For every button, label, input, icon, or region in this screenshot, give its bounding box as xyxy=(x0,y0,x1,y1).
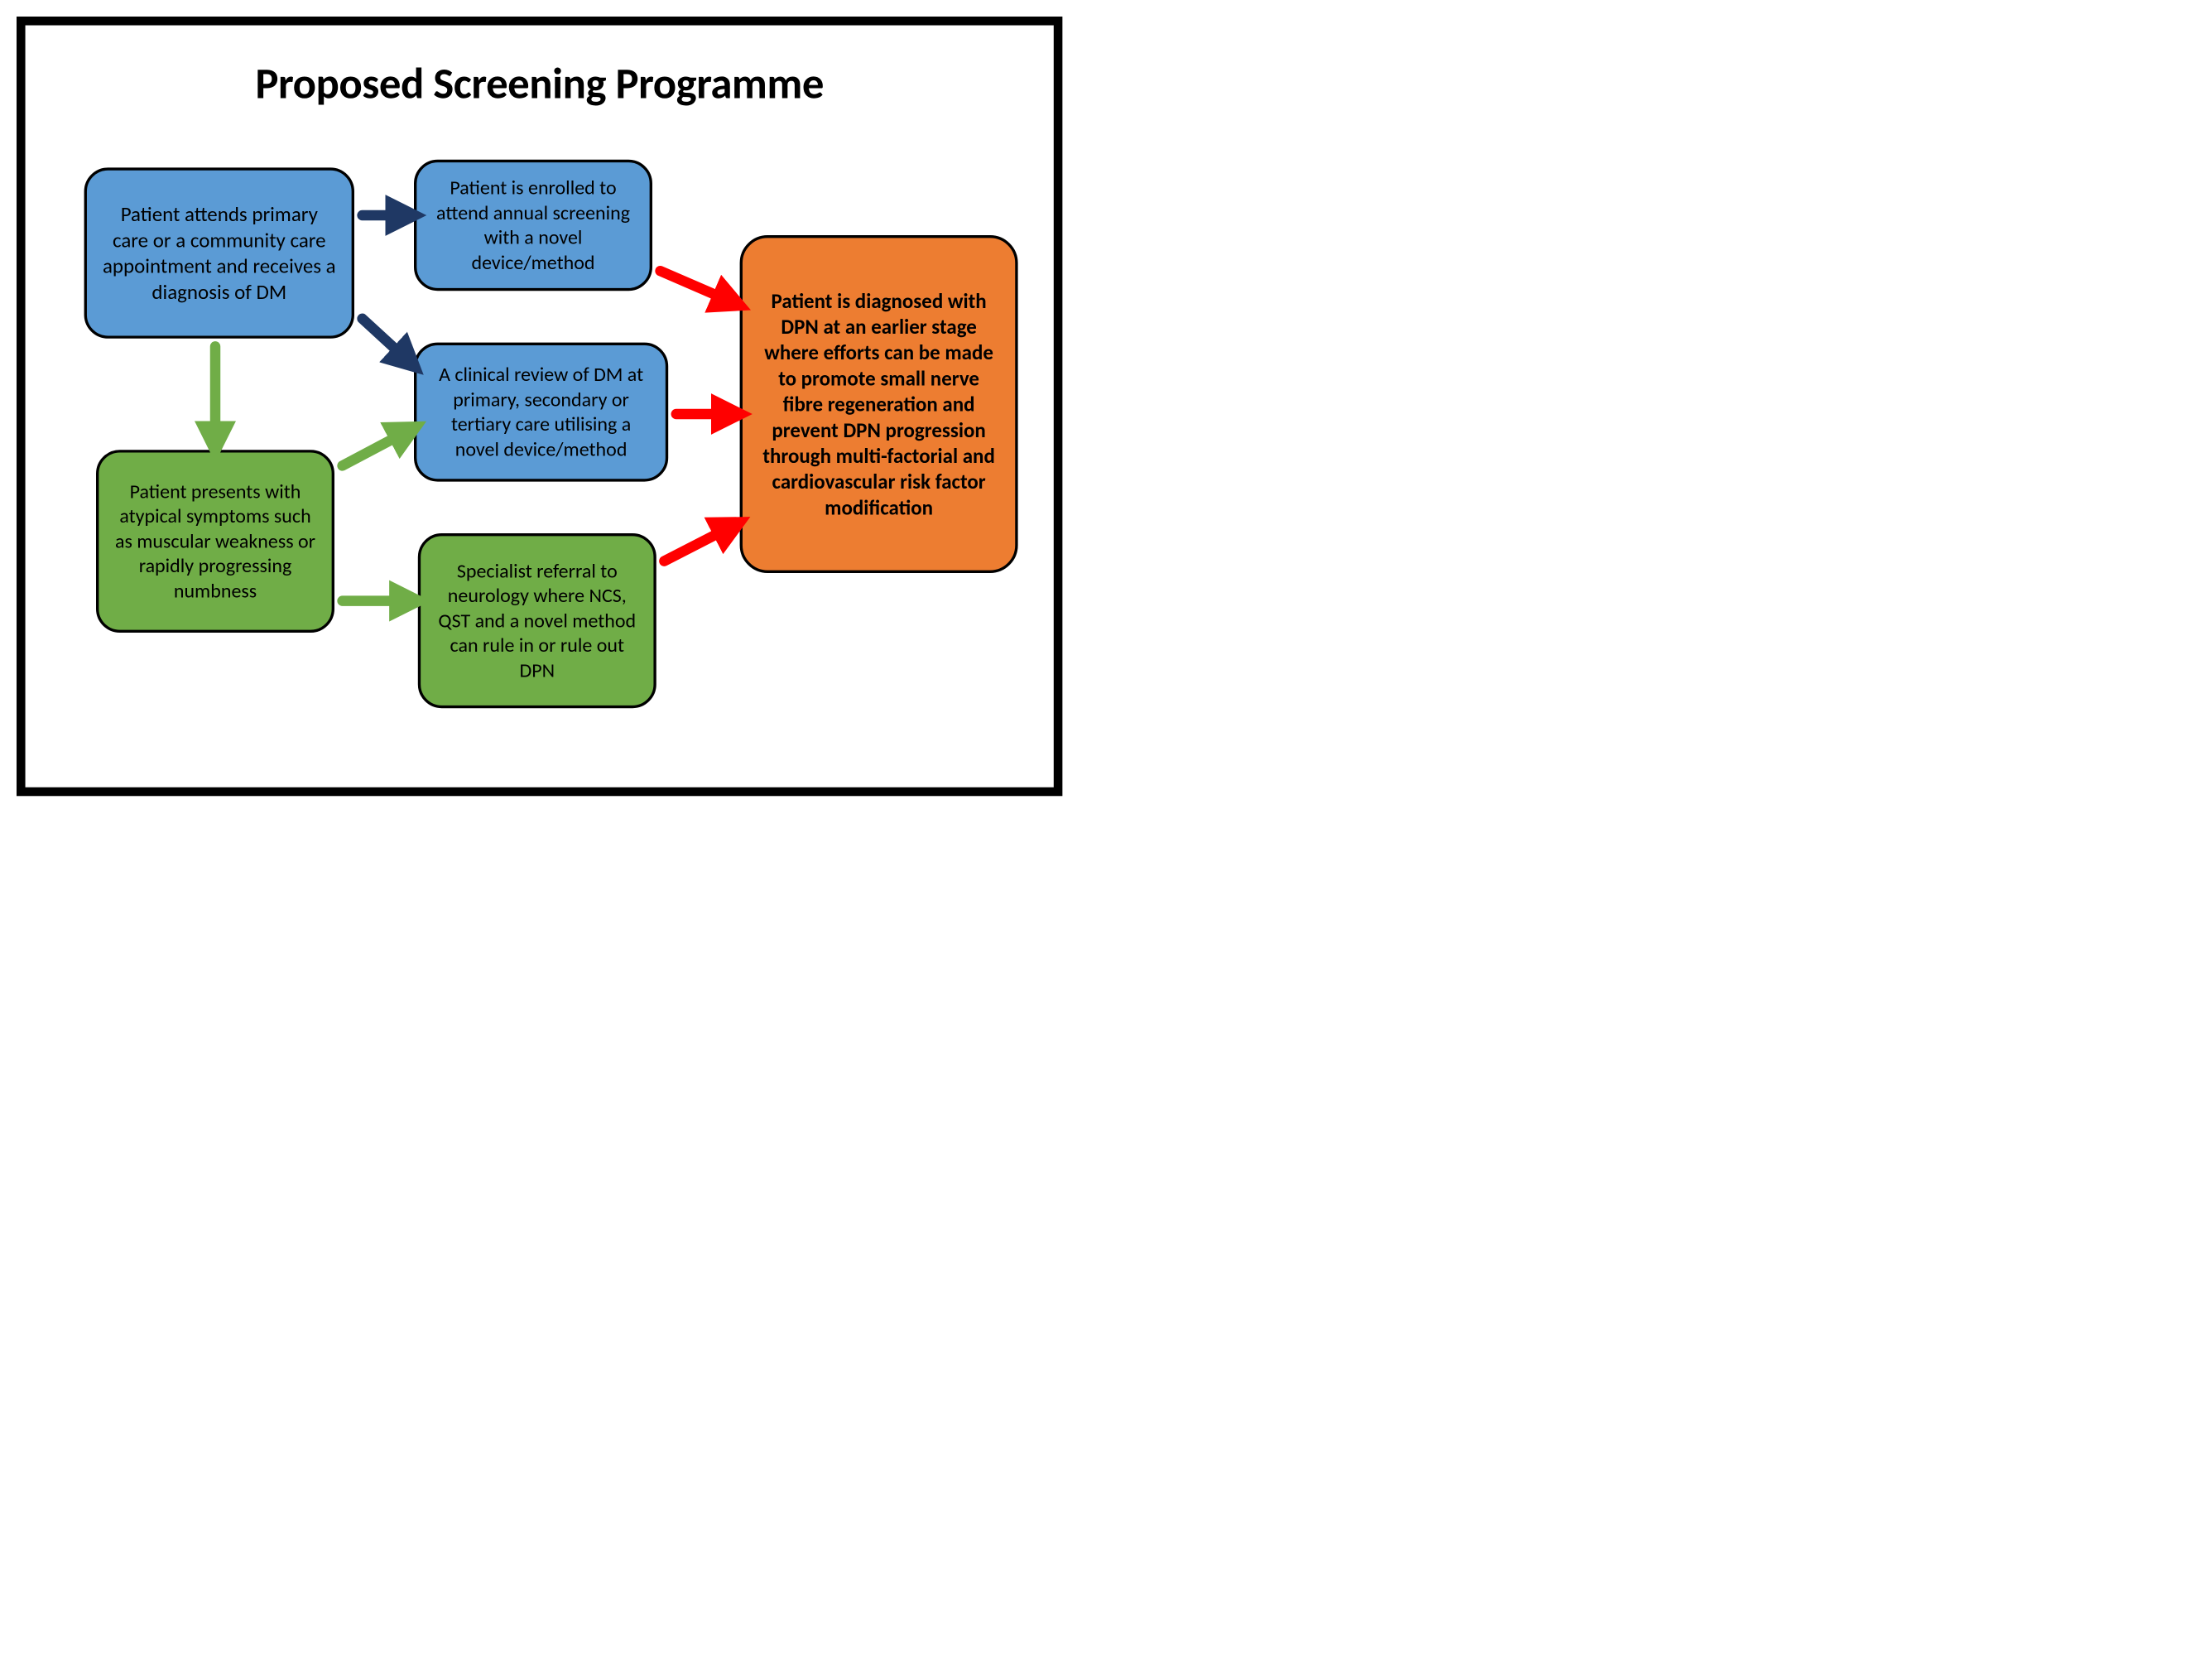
node-clinical-review: A clinical review of DM at primary, seco… xyxy=(414,343,668,482)
node-specialist-referral: Specialist referral to neurology where N… xyxy=(418,533,656,708)
node-label: Patient is enrolled to attend annual scr… xyxy=(431,176,636,275)
node-annual-screening: Patient is enrolled to attend annual scr… xyxy=(414,160,652,291)
node-label: Patient presents with atypical symptoms … xyxy=(113,479,318,604)
flowchart-canvas: Proposed Screening Programme Patient att… xyxy=(17,17,1062,796)
node-label: Specialist referral to neurology where N… xyxy=(435,559,639,683)
node-label: A clinical review of DM at primary, seco… xyxy=(431,363,652,462)
node-atypical-symptoms: Patient presents with atypical symptoms … xyxy=(96,450,334,633)
diagram-title-text: Proposed Screening Programme xyxy=(255,56,824,110)
node-primary-care-diagnosis: Patient attends primary care or a commun… xyxy=(84,167,354,338)
node-label: Patient attends primary care or a commun… xyxy=(101,201,337,305)
diagram-title: Proposed Screening Programme xyxy=(17,56,1062,110)
node-dpn-diagnosis-outcome: Patient is diagnosed with DPN at an earl… xyxy=(740,235,1018,573)
node-label: Patient is diagnosed with DPN at an earl… xyxy=(757,288,1001,521)
